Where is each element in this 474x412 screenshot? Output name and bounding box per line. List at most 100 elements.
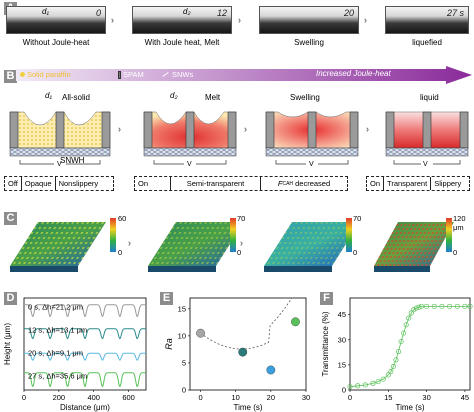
data-point — [401, 330, 407, 336]
data-point — [395, 348, 402, 355]
status-on: On — [135, 177, 171, 190]
status-box-off: Off Opaque Nonslippery — [4, 176, 114, 191]
schematic-all-solid — [9, 111, 111, 168]
f-symbol: F — [277, 179, 283, 188]
y-tick-label: 30 — [338, 335, 346, 344]
data-point — [447, 303, 453, 309]
caption-frame-0: Without Joule-heat — [22, 38, 90, 47]
data-point — [238, 347, 248, 357]
photo-frame-27: 27 s — [385, 6, 469, 34]
data-point — [403, 322, 409, 328]
x-tick-label: 400 — [87, 393, 100, 402]
data-point — [467, 303, 473, 309]
frame-time: 0 — [95, 8, 101, 18]
y-tick-label: 10 — [178, 331, 186, 340]
legend-snws: SNWs — [162, 70, 193, 79]
data-point — [375, 379, 381, 385]
series-label: 27 s, Δh=35.6 μm — [28, 372, 87, 381]
data-point — [388, 369, 394, 375]
plot-frame — [349, 297, 471, 391]
status-semi-transparent: Semi-transparent — [171, 177, 261, 190]
data-point — [196, 328, 205, 338]
data-point — [454, 303, 460, 309]
state-title-melt: Melt — [205, 93, 221, 102]
d-label: d₂ — [183, 7, 191, 16]
y-tick-label: 15 — [178, 304, 186, 313]
status-nonslippery: Nonslippery — [58, 179, 99, 188]
y-tick-label: 0 — [182, 386, 186, 395]
frame-time: 27 s — [446, 8, 464, 18]
d1-label: d₁ — [45, 91, 52, 100]
series-label: 0 s, Δh=21.2 μm — [28, 303, 83, 312]
colorbar-min: 0 — [453, 248, 458, 257]
schematic-liquid — [385, 111, 469, 168]
v-label: V — [187, 161, 192, 168]
data-point — [390, 364, 396, 370]
series-label: 20 s, Δh=9.1 μm — [28, 349, 83, 358]
data-point — [380, 376, 386, 382]
data-point — [462, 303, 468, 309]
surface-map-liquid — [374, 222, 454, 272]
status-box-liquid: On Transparent Slippery — [366, 176, 470, 191]
x-tick-label: 30 — [302, 393, 310, 402]
x-axis-label: Time (s) — [395, 403, 424, 412]
colorbar — [230, 218, 236, 252]
data-point — [266, 365, 276, 375]
data-point — [413, 305, 419, 311]
data-point — [439, 303, 445, 309]
data-point — [424, 303, 430, 309]
colorbar-min: 0 — [118, 248, 123, 257]
data-point — [347, 384, 353, 390]
x-tick-label: 0 — [198, 393, 202, 402]
x-tick-label: 200 — [53, 393, 66, 402]
joule-heat-arrow — [16, 66, 472, 84]
x-tick-label: 45 — [461, 393, 469, 402]
data-point — [416, 304, 422, 310]
data-point — [431, 303, 437, 309]
snw-line-icon — [162, 72, 169, 77]
x-tick-label: 15 — [384, 393, 392, 402]
v-label: V — [423, 161, 428, 168]
colorbar-min: 0 — [237, 248, 242, 257]
panel-label-c: C — [4, 212, 17, 225]
frame-time: 20 — [343, 8, 354, 18]
ra-chart: 0 5 10 15 0 10 20 30 Time (s) Ra — [164, 297, 310, 412]
y-tick-label: 15 — [338, 360, 346, 369]
plot-frame — [189, 297, 307, 391]
y-axis-label: Ra — [164, 338, 174, 350]
surface-map-20s — [264, 222, 346, 272]
transmittance-line — [349, 306, 470, 388]
d2-label: d₂ — [170, 91, 178, 100]
d-label: d₁ — [42, 7, 49, 16]
plot-frame — [23, 297, 147, 391]
x-tick-label: 30 — [422, 393, 430, 402]
status-opaque: Opaque — [22, 177, 56, 190]
caption-frame-20: Swelling — [294, 38, 324, 47]
legend-paraffin: Solid paraffin — [20, 70, 71, 79]
data-point — [370, 380, 376, 386]
surface-map-0s — [10, 222, 106, 272]
colorbar-max: 120 μm — [453, 214, 466, 232]
state-title-swelling: Swelling — [290, 93, 320, 102]
status-fcah: F CAH decreased — [261, 177, 347, 190]
snwh-label: SNWH — [60, 156, 85, 165]
y-tick-label: 5 — [182, 358, 186, 367]
series-label: 12 s, Δh=13.1 μm — [28, 326, 87, 335]
panel-label-d: D — [4, 292, 17, 305]
data-point — [406, 315, 412, 321]
caption-frame-27: liquefied — [412, 38, 442, 47]
photo-frame-12: 12 d₂ — [132, 6, 232, 34]
y-tick-label: 0 — [342, 386, 346, 395]
x-tick-label: 600 — [122, 393, 135, 402]
caption-frame-12: With Joule heat, Melt — [144, 38, 220, 47]
frame-time: 12 — [216, 8, 227, 18]
colorbar-max: 70 — [237, 214, 246, 223]
schematic-swelling — [265, 111, 359, 168]
data-point — [355, 383, 361, 389]
data-point — [398, 338, 404, 345]
photo-frame-20: 20 — [259, 6, 359, 34]
panel-label-f: F — [320, 292, 333, 305]
data-point — [385, 372, 391, 378]
arrow-text: Increased Joule-heat — [316, 69, 391, 78]
surface-map-12s — [148, 222, 230, 272]
